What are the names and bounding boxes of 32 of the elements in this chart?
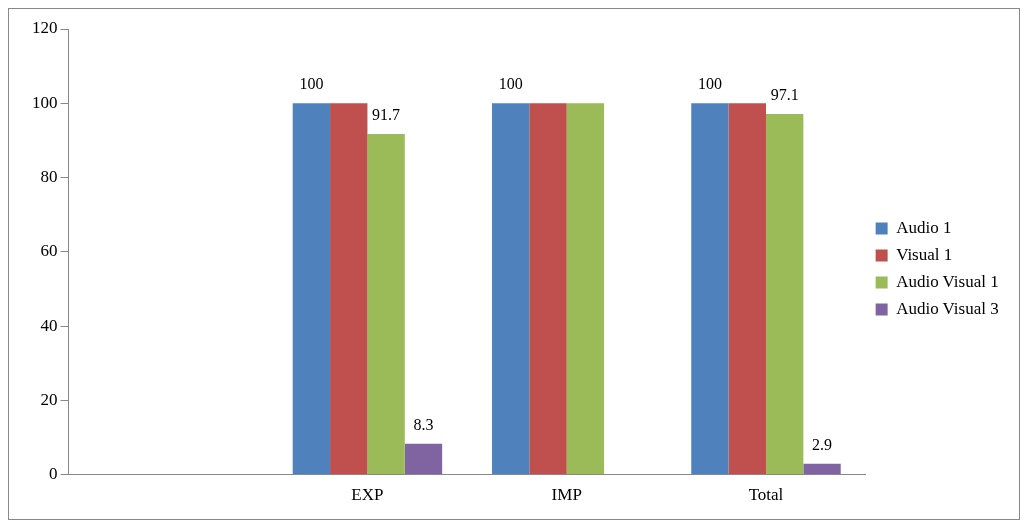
data-label: 91.7 [372,106,401,124]
y-tick-label: 100 [32,92,58,112]
y-tick-label: 20 [40,389,58,409]
bar [367,134,405,475]
data-label: 100 [697,75,722,93]
bar [292,103,331,475]
legend-label: Audio Visual 3 [896,298,999,318]
legend-label: Audio 1 [896,217,952,237]
y-tick-label: 80 [40,167,58,186]
data-label: 100 [299,75,324,93]
bar [766,114,804,475]
bar [404,443,443,475]
bar [566,103,605,475]
x-tick-label: EXP [351,485,384,505]
x-tick-label: IMP [551,485,582,505]
data-label: 97.1 [770,86,799,104]
legend-label: Audio Visual 1 [896,271,999,291]
y-tick-label: 120 [32,18,58,38]
legend-label: Visual 1 [896,244,953,264]
bar [691,103,729,475]
bar [491,103,530,475]
data-label: 100 [498,75,523,93]
x-tick-label: Total [748,485,784,505]
bar [803,463,841,475]
data-label: 8.3 [413,415,434,433]
bar [330,103,368,475]
data-label: 2.9 [812,436,833,454]
y-tick-label: 0 [49,464,58,484]
bar [728,103,766,475]
y-tick-label: 60 [40,241,58,261]
y-tick-label: 40 [40,315,58,335]
bar [529,103,567,475]
